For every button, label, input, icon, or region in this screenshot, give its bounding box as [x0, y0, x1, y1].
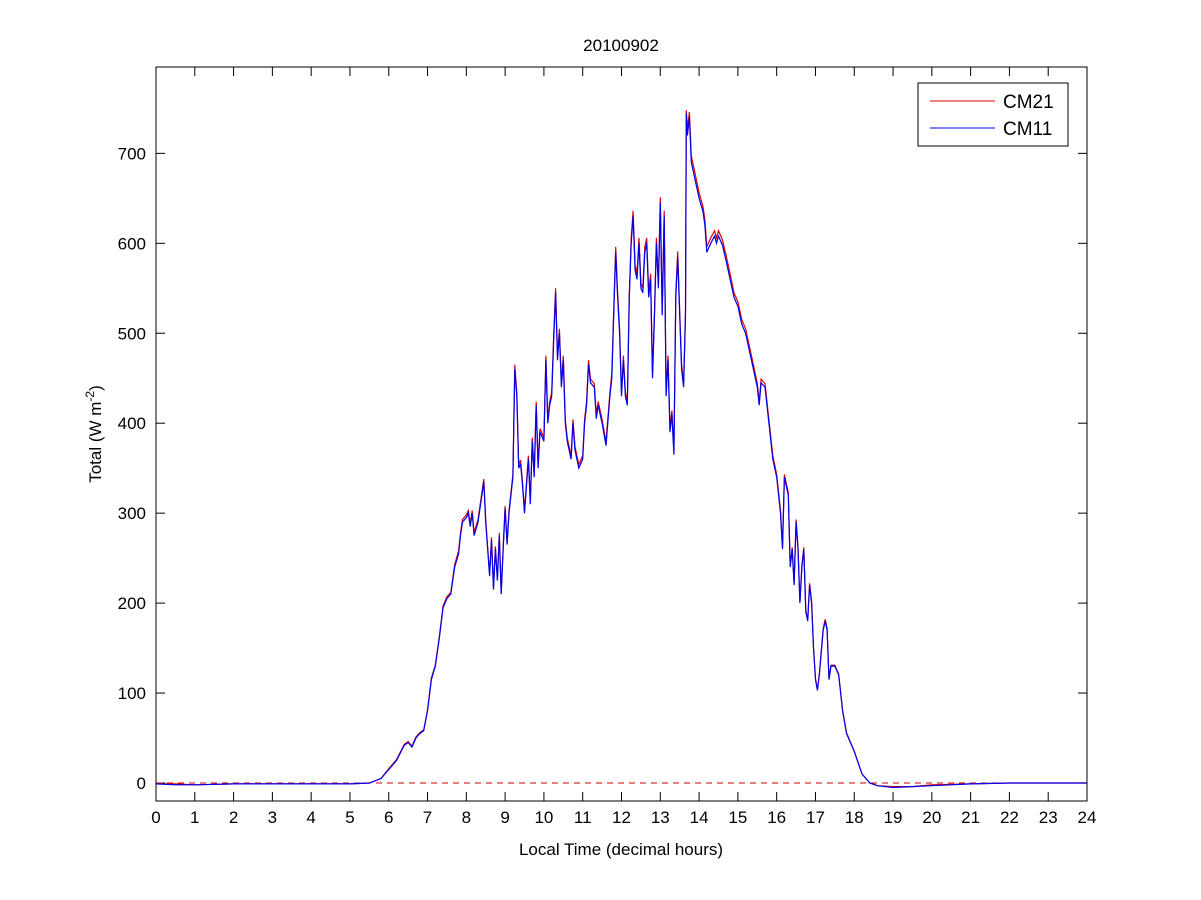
series-line-cm11	[155, 112, 1087, 789]
y-tick-label: 500	[118, 324, 146, 343]
x-tick-label: 11	[574, 808, 592, 827]
x-tick-label: 10	[534, 808, 553, 827]
x-axis-label: Local Time (decimal hours)	[519, 840, 723, 859]
y-tick-label: 100	[118, 684, 146, 703]
x-tick-label: 12	[612, 808, 631, 827]
ticks: 0 1 2 3 4 5 6 7 8 9 10 11 12 13 14 15 16 17 18 19 20 21 22 23 24…	[118, 67, 1097, 827]
x-tick-label: 18	[845, 808, 864, 827]
x-tick-label: 3	[268, 808, 277, 827]
legend-box	[917, 82, 1069, 147]
x-tick-label: 17	[806, 808, 825, 827]
x-tick-label: 16	[767, 808, 786, 827]
y-axis-label: Total (W m-2)	[83, 385, 105, 483]
x-tick-label: 13	[651, 808, 670, 827]
x-tick-label: 24	[1078, 808, 1097, 827]
y-tick-label: 600	[118, 234, 146, 253]
x-tick-label: 8	[462, 808, 471, 827]
x-tick-label: 5	[345, 808, 354, 827]
y-tick-label: 300	[118, 504, 146, 523]
y-tick-label: 700	[118, 144, 146, 163]
y-tick-label: 400	[118, 414, 146, 433]
y-tick-label: 200	[118, 594, 146, 613]
x-tick-label: 15	[728, 808, 747, 827]
x-tick-label: 14	[690, 808, 709, 827]
x-tick-label: 2	[229, 808, 238, 827]
series-group	[155, 110, 1087, 789]
chart-title: 20100902	[583, 36, 659, 55]
x-tick-label: 21	[961, 808, 980, 827]
legend: CM21 CM11	[917, 82, 1069, 147]
y-axis-label-superscript: -2	[83, 391, 97, 402]
x-tick-label: 23	[1039, 808, 1058, 827]
x-tick-label: 7	[423, 808, 432, 827]
plot-area	[156, 67, 1087, 801]
x-tick-label: 19	[884, 808, 903, 827]
legend-label-cm11: CM11	[1003, 119, 1052, 140]
x-tick-label: 4	[306, 808, 315, 827]
x-tick-label: 9	[500, 808, 509, 827]
y-axis-label-suffix: )	[86, 385, 105, 391]
x-tick-label: 6	[384, 808, 393, 827]
x-tick-label: 0	[151, 808, 160, 827]
x-tick-label: 22	[1000, 808, 1019, 827]
legend-label-cm21: CM21	[1003, 92, 1054, 113]
x-tick-label: 1	[190, 808, 199, 827]
y-axis-label-prefix: Total (W m	[86, 402, 105, 483]
x-tick-label: 20	[922, 808, 941, 827]
y-tick-label: 0	[137, 774, 146, 793]
axes-box	[155, 66, 1088, 802]
